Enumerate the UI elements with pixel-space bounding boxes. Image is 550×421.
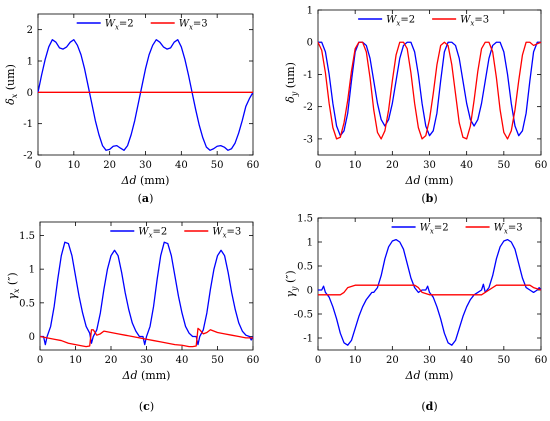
x-tick-label: 50 (211, 160, 224, 171)
x-tick-label: 50 (497, 355, 510, 366)
x-tick-label: 20 (103, 160, 116, 171)
x-tick-label: 20 (386, 355, 399, 366)
y-tick-label: -1 (23, 119, 33, 130)
x-tick-label: 30 (423, 355, 436, 366)
x-tick-label: 60 (535, 160, 548, 171)
panel-caption: (a) (138, 192, 154, 205)
x-tick-label: 0 (315, 160, 321, 171)
x-axis-label: Δd (mm) (121, 174, 170, 187)
y-axis-label: δx (um) (4, 64, 19, 105)
y-tick-label: -2 (303, 102, 313, 113)
x-tick-label: 10 (69, 355, 82, 366)
legend-entry: Wx=3 (460, 15, 489, 28)
panel-caption: (b) (421, 192, 437, 205)
legend-entry: Wx=3 (494, 223, 523, 236)
y-tick-label: 0.5 (297, 262, 313, 273)
x-tick-label: 20 (105, 355, 118, 366)
legend-entry: Wx=3 (179, 19, 208, 32)
plot-frame (39, 221, 254, 351)
y-tick-label: 1.5 (19, 231, 35, 242)
y-tick-label: 0 (307, 38, 313, 49)
series-line-Wxeq2 (318, 238, 542, 346)
x-tick-label: 30 (140, 355, 153, 366)
y-tick-label: 0.5 (19, 298, 35, 309)
x-tick-label: 40 (460, 160, 473, 171)
y-tick-label: -0.5 (294, 310, 313, 321)
y-tick-label: 1 (307, 238, 313, 249)
x-tick-label: 60 (247, 355, 260, 366)
x-tick-label: 30 (139, 160, 152, 171)
y-tick-label: 2 (27, 25, 33, 36)
x-tick-label: 60 (535, 355, 548, 366)
y-tick-label: -2 (23, 151, 33, 162)
chart-panel-b: 0 10 20 30 40 50 60 -3 -2 -1 0 1 Wx=2 Wx=3 Δd (mm) δy (… (284, 6, 547, 206)
y-tick-label: 0 (29, 332, 35, 343)
x-tick-label: 0 (315, 355, 321, 366)
legend-entry: Wx=3 (212, 227, 241, 240)
series-line-Wxeq3 (317, 41, 542, 140)
x-tick-label: 40 (175, 160, 188, 171)
x-axis-label: Δd (mm) (405, 174, 454, 187)
panel-caption: (d) (421, 400, 437, 413)
series-line-Wxeq2 (40, 241, 254, 346)
series-line-Wxeq2 (37, 39, 254, 151)
x-tick-label: 0 (37, 355, 43, 366)
legend-entry: Wx=2 (138, 227, 167, 240)
x-axis-label: Δd (mm) (405, 369, 454, 382)
x-axis-label: Δd (mm) (122, 369, 171, 382)
plot-frame (37, 13, 254, 156)
x-tick-label: 40 (176, 355, 189, 366)
x-tick-label: 60 (247, 160, 260, 171)
y-axis-label: δy (um) (284, 62, 299, 103)
series-line-Wxeq3 (39, 327, 253, 348)
x-tick-label: 0 (35, 160, 41, 171)
y-axis-label: γy (″) (284, 270, 299, 297)
y-tick-label: -1 (303, 334, 313, 345)
y-tick-label: 0 (307, 286, 313, 297)
x-tick-label: 50 (497, 160, 510, 171)
x-tick-label: 40 (460, 355, 473, 366)
x-tick-label: 20 (386, 160, 399, 171)
legend-entry: Wx=2 (105, 19, 134, 32)
chart-panel-a: 0 10 20 30 40 50 60 -2 -1 0 1 2 Wx=2 Wx=3 Δd (mm) δx (u… (4, 13, 260, 205)
y-axis-label: γx (″) (6, 272, 21, 299)
chart-panel-c: 0 10 20 30 40 50 60 0 0.5 1 1.5 Wx=2 Wx=3 Δd (mm) γx (… (6, 221, 260, 413)
chart-panel-d: 0 10 20 30 40 50 60 -1 -0.5 0 0.5 1 1.5 Wx=2 Wx=3 Δd (m… (284, 214, 547, 414)
x-tick-label: 30 (423, 160, 436, 171)
y-tick-label: 1 (27, 57, 33, 68)
y-tick-label: 1 (29, 265, 35, 276)
x-tick-label: 10 (349, 355, 362, 366)
y-tick-label: -3 (303, 134, 313, 145)
legend-entry: Wx=2 (386, 15, 415, 28)
series-line-Wxeq3 (318, 284, 542, 296)
y-tick-label: 1 (307, 6, 313, 17)
legend-entry: Wx=2 (420, 223, 449, 236)
y-tick-label: -1 (303, 70, 313, 81)
plot-frame (317, 217, 542, 351)
x-tick-label: 50 (211, 355, 224, 366)
y-tick-label: 1.5 (297, 214, 313, 225)
x-tick-label: 10 (349, 160, 362, 171)
y-tick-label: 0 (27, 88, 33, 99)
x-tick-label: 10 (67, 160, 80, 171)
panel-caption: (c) (139, 400, 154, 413)
